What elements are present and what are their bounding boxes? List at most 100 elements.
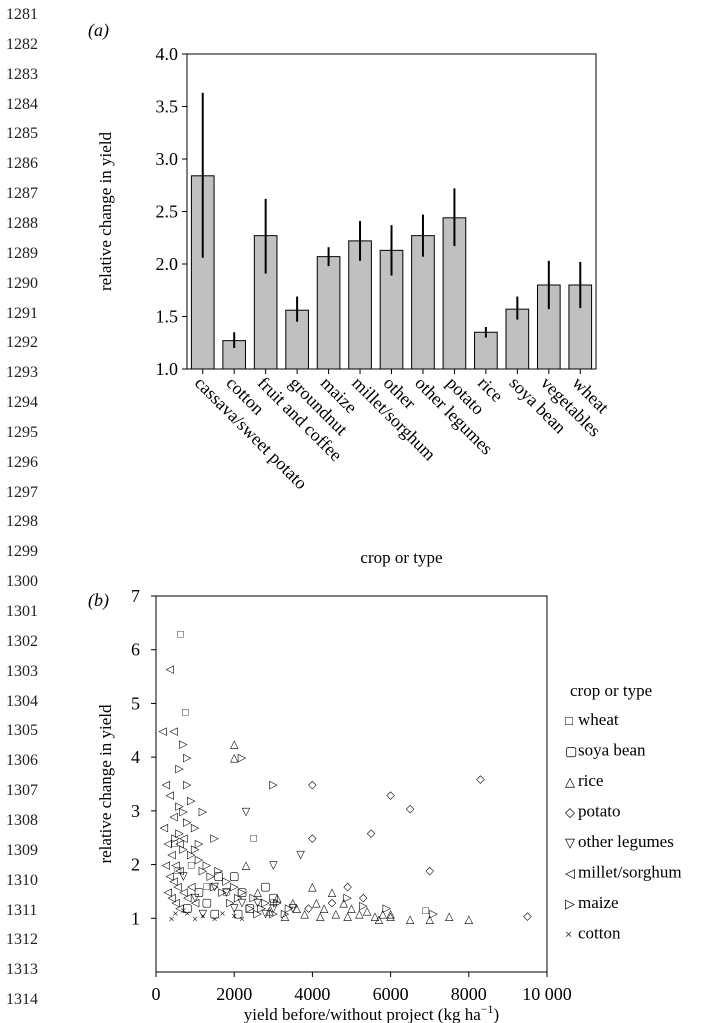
- scatter-point-millet-sorghum: ◁: [162, 860, 171, 872]
- scatter-point-potato: ◇: [367, 827, 376, 839]
- scatter-point-maize: ▷: [343, 892, 352, 904]
- scatter-point-potato: ◇: [523, 911, 532, 923]
- scatter-point-rice: △: [371, 911, 380, 923]
- scatter-point-cotton: ×: [231, 911, 237, 923]
- scatter-point-maize: ▷: [179, 739, 188, 751]
- line-number: 1312: [6, 931, 38, 949]
- scatter-point-millet-sorghum: ◁: [179, 886, 188, 898]
- panel-b-label: (b): [88, 590, 109, 611]
- scatter-point-millet-sorghum: ◁: [169, 811, 178, 823]
- scatter-point-maize: ▷: [210, 881, 219, 893]
- scatter-point-maize: ▷: [214, 865, 223, 877]
- scatter-point-maize: ▷: [226, 897, 235, 909]
- scatter-point-millet-sorghum: ◁: [165, 870, 174, 882]
- scatter-point-cotton: ×: [169, 913, 175, 925]
- y-tick-label: 3: [131, 801, 140, 821]
- scatter-point-maize: ▷: [281, 908, 290, 920]
- scatter-point-maize: ▷: [238, 752, 247, 764]
- scatter-point-rice: △: [406, 913, 415, 925]
- legend-entry: wheat: [578, 710, 619, 729]
- scatter-point-other-legumes: ▽: [289, 903, 298, 915]
- scatter-point-millet-sorghum: ◁: [187, 881, 196, 893]
- y-tick-label: 1.5: [156, 307, 179, 327]
- scatter-point-soya-bean: ▢: [209, 908, 219, 920]
- line-number: 1313: [6, 961, 38, 979]
- scatter-point-cotton: ×: [239, 913, 245, 925]
- line-number: 1307: [6, 782, 38, 800]
- y-tick-label: 4.0: [156, 44, 179, 64]
- x-tick-label: 0: [152, 984, 161, 1004]
- scatter-point-wheat: □: [223, 886, 230, 898]
- scatter-point-rice: △: [425, 913, 434, 925]
- y-tick-label: 1.0: [156, 359, 179, 379]
- scatter-point-rice: △: [445, 911, 454, 923]
- scatter-point-potato: ◇: [328, 897, 337, 909]
- scatter-point-soya-bean: ▢: [194, 886, 204, 898]
- scatter-point-other-legumes: ▽: [269, 860, 278, 872]
- line-number: 1305: [6, 722, 38, 740]
- scatter-point-soya-bean: ▢: [229, 870, 239, 882]
- legend-entry: millet/sorghum: [578, 863, 682, 882]
- scatter-chart: 1 2 3 4 5 6 7 0 2000 4000 6000 8000 10 000 relative c…: [96, 586, 682, 1023]
- scatter-point-soya-bean: ▢: [213, 870, 223, 882]
- bar-chart: 1.0 1.5 2.0 2.5 3.0 3.5 4.0 relative change in …: [96, 44, 613, 567]
- scatter-point-millet-sorghum: ◁: [163, 886, 172, 898]
- scatter-point-other-legumes: ▽: [261, 908, 270, 920]
- scatter-point-soya-bean: ▢: [182, 903, 192, 915]
- line-number: 1311: [6, 901, 38, 919]
- y-tick-label: 3.5: [156, 97, 179, 117]
- line-number: 1301: [6, 603, 38, 620]
- scatter-point-potato: ◇: [406, 803, 415, 815]
- y-tick-label: 7: [131, 586, 140, 606]
- scatter-point-potato: ◇: [386, 790, 395, 802]
- scatter-point-maize: ▷: [218, 886, 227, 898]
- legend-entry: maize: [578, 893, 619, 912]
- line-number: 1300: [6, 573, 38, 591]
- scatter-point-rice: △: [386, 911, 395, 923]
- scatter-point-rice: △: [375, 913, 384, 925]
- scatter-point-maize: ▷: [210, 833, 219, 845]
- scatter-point-maize: ▷: [269, 908, 278, 920]
- scatter-point-potato: ◇: [308, 779, 317, 791]
- scatter-point-millet-sorghum: ◁: [175, 838, 184, 850]
- scatter-point-maize: ▷: [187, 795, 196, 807]
- y-axis-label: relative change in yield: [96, 704, 115, 864]
- scatter-point-rice: △: [320, 903, 329, 915]
- legend-marker: ×: [565, 927, 572, 942]
- panel-a-label: (a): [88, 20, 109, 41]
- scatter-point-wheat: □: [182, 706, 189, 718]
- scatter-point-cotton: ×: [172, 908, 178, 920]
- scatter-point-maize: ▷: [207, 870, 216, 882]
- scatter-point-millet-sorghum: ◁: [167, 892, 176, 904]
- scatter-point-maize: ▷: [273, 897, 282, 909]
- scatter-point-potato: ◇: [308, 833, 317, 845]
- scatter-point-millet-sorghum: ◁: [179, 833, 188, 845]
- scatter-point-maize: ▷: [285, 903, 294, 915]
- scatter-point-rice: △: [308, 881, 317, 893]
- scatter-point-other-legumes: ▽: [222, 886, 231, 898]
- legend-title: crop or type: [570, 681, 652, 700]
- scatter-point-maize: ▷: [191, 822, 200, 834]
- scatter-point-rice: △: [465, 913, 474, 925]
- scatter-point-maize: ▷: [253, 908, 262, 920]
- scatter-point-millet-sorghum: ◁: [165, 790, 174, 802]
- line-number: 1281: [6, 6, 38, 23]
- scatter-point-millet-sorghum: ◁: [183, 892, 192, 904]
- legend-marker: ◇: [565, 805, 575, 820]
- scatter-point-rice: △: [386, 908, 395, 920]
- legend-entry: cotton: [578, 924, 621, 943]
- legend-marker: ◁: [565, 866, 575, 881]
- scatter-point-maize: ▷: [187, 849, 196, 861]
- line-number: 1295: [6, 423, 38, 441]
- scatter-point-millet-sorghum: ◁: [169, 876, 178, 888]
- y-tick-label: 2: [131, 855, 140, 875]
- legend: crop or type □ wheat▢ soya bean△ rice◇ potato…: [565, 681, 682, 943]
- scatter-point-rice: △: [363, 905, 372, 917]
- scatter-point-cotton: ×: [192, 913, 198, 925]
- x-axis-label-close: ): [494, 1005, 500, 1023]
- scatter-point-other-legumes: ▽: [179, 870, 188, 882]
- scatter-point-other-legumes: ▽: [238, 897, 247, 909]
- y-tick-label: 2.5: [156, 202, 179, 222]
- x-axis-label-unit-exponent: −1: [481, 1002, 494, 1016]
